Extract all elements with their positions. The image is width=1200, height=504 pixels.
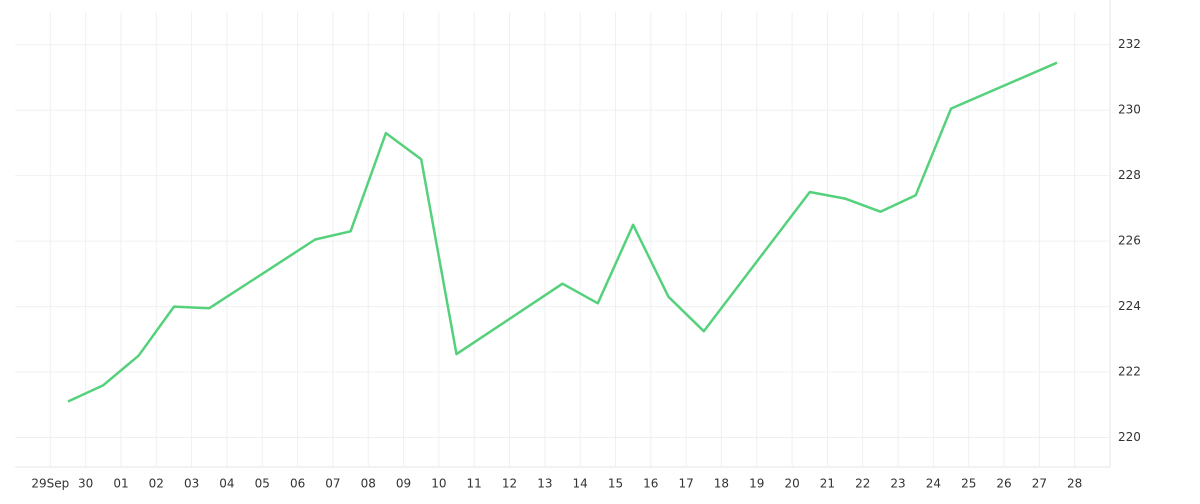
x-tick-label: 15	[608, 477, 623, 491]
y-tick-label: 232	[1118, 37, 1141, 51]
price-line	[67, 61, 1058, 403]
x-tick-label: 30	[78, 477, 93, 491]
x-tick-label: 12	[502, 477, 517, 491]
x-tick-label: 18	[714, 477, 729, 491]
x-tick-label: 04	[219, 477, 234, 491]
x-tick-label: 28	[1067, 477, 1082, 491]
y-tick-label: 222	[1118, 365, 1141, 379]
x-tick-label: 17	[678, 477, 693, 491]
x-tick-label: 06	[290, 477, 305, 491]
x-tick-label: 03	[184, 477, 199, 491]
x-tick-label: 23	[890, 477, 905, 491]
x-tick-label: 07	[325, 477, 340, 491]
x-tick-label: 27	[1032, 477, 1047, 491]
x-tick-label: 24	[926, 477, 941, 491]
y-tick-label: 230	[1118, 103, 1141, 117]
x-tick-label: 10	[431, 477, 446, 491]
x-tick-label: 16	[643, 477, 658, 491]
y-tick-label: 226	[1118, 234, 1141, 248]
y-tick-label: 224	[1118, 299, 1141, 313]
x-tick-label: 25	[961, 477, 976, 491]
x-tick-label: 02	[149, 477, 164, 491]
x-tick-label: 22	[855, 477, 870, 491]
x-tick-label: 21	[820, 477, 835, 491]
x-tick-label: 11	[467, 477, 482, 491]
x-tick-label: 19	[749, 477, 764, 491]
y-tick-label: 228	[1118, 168, 1141, 182]
x-tick-label: 14	[573, 477, 588, 491]
x-tick-label: 20	[784, 477, 799, 491]
x-tick-label: 08	[361, 477, 376, 491]
x-tick-label: 01	[113, 477, 128, 491]
x-tick-label: 29Sep	[31, 477, 69, 491]
x-tick-label: 26	[996, 477, 1011, 491]
y-tick-label: 220	[1118, 430, 1141, 444]
x-tick-label: 09	[396, 477, 411, 491]
x-tick-label: 05	[255, 477, 270, 491]
x-tick-label: 13	[537, 477, 552, 491]
